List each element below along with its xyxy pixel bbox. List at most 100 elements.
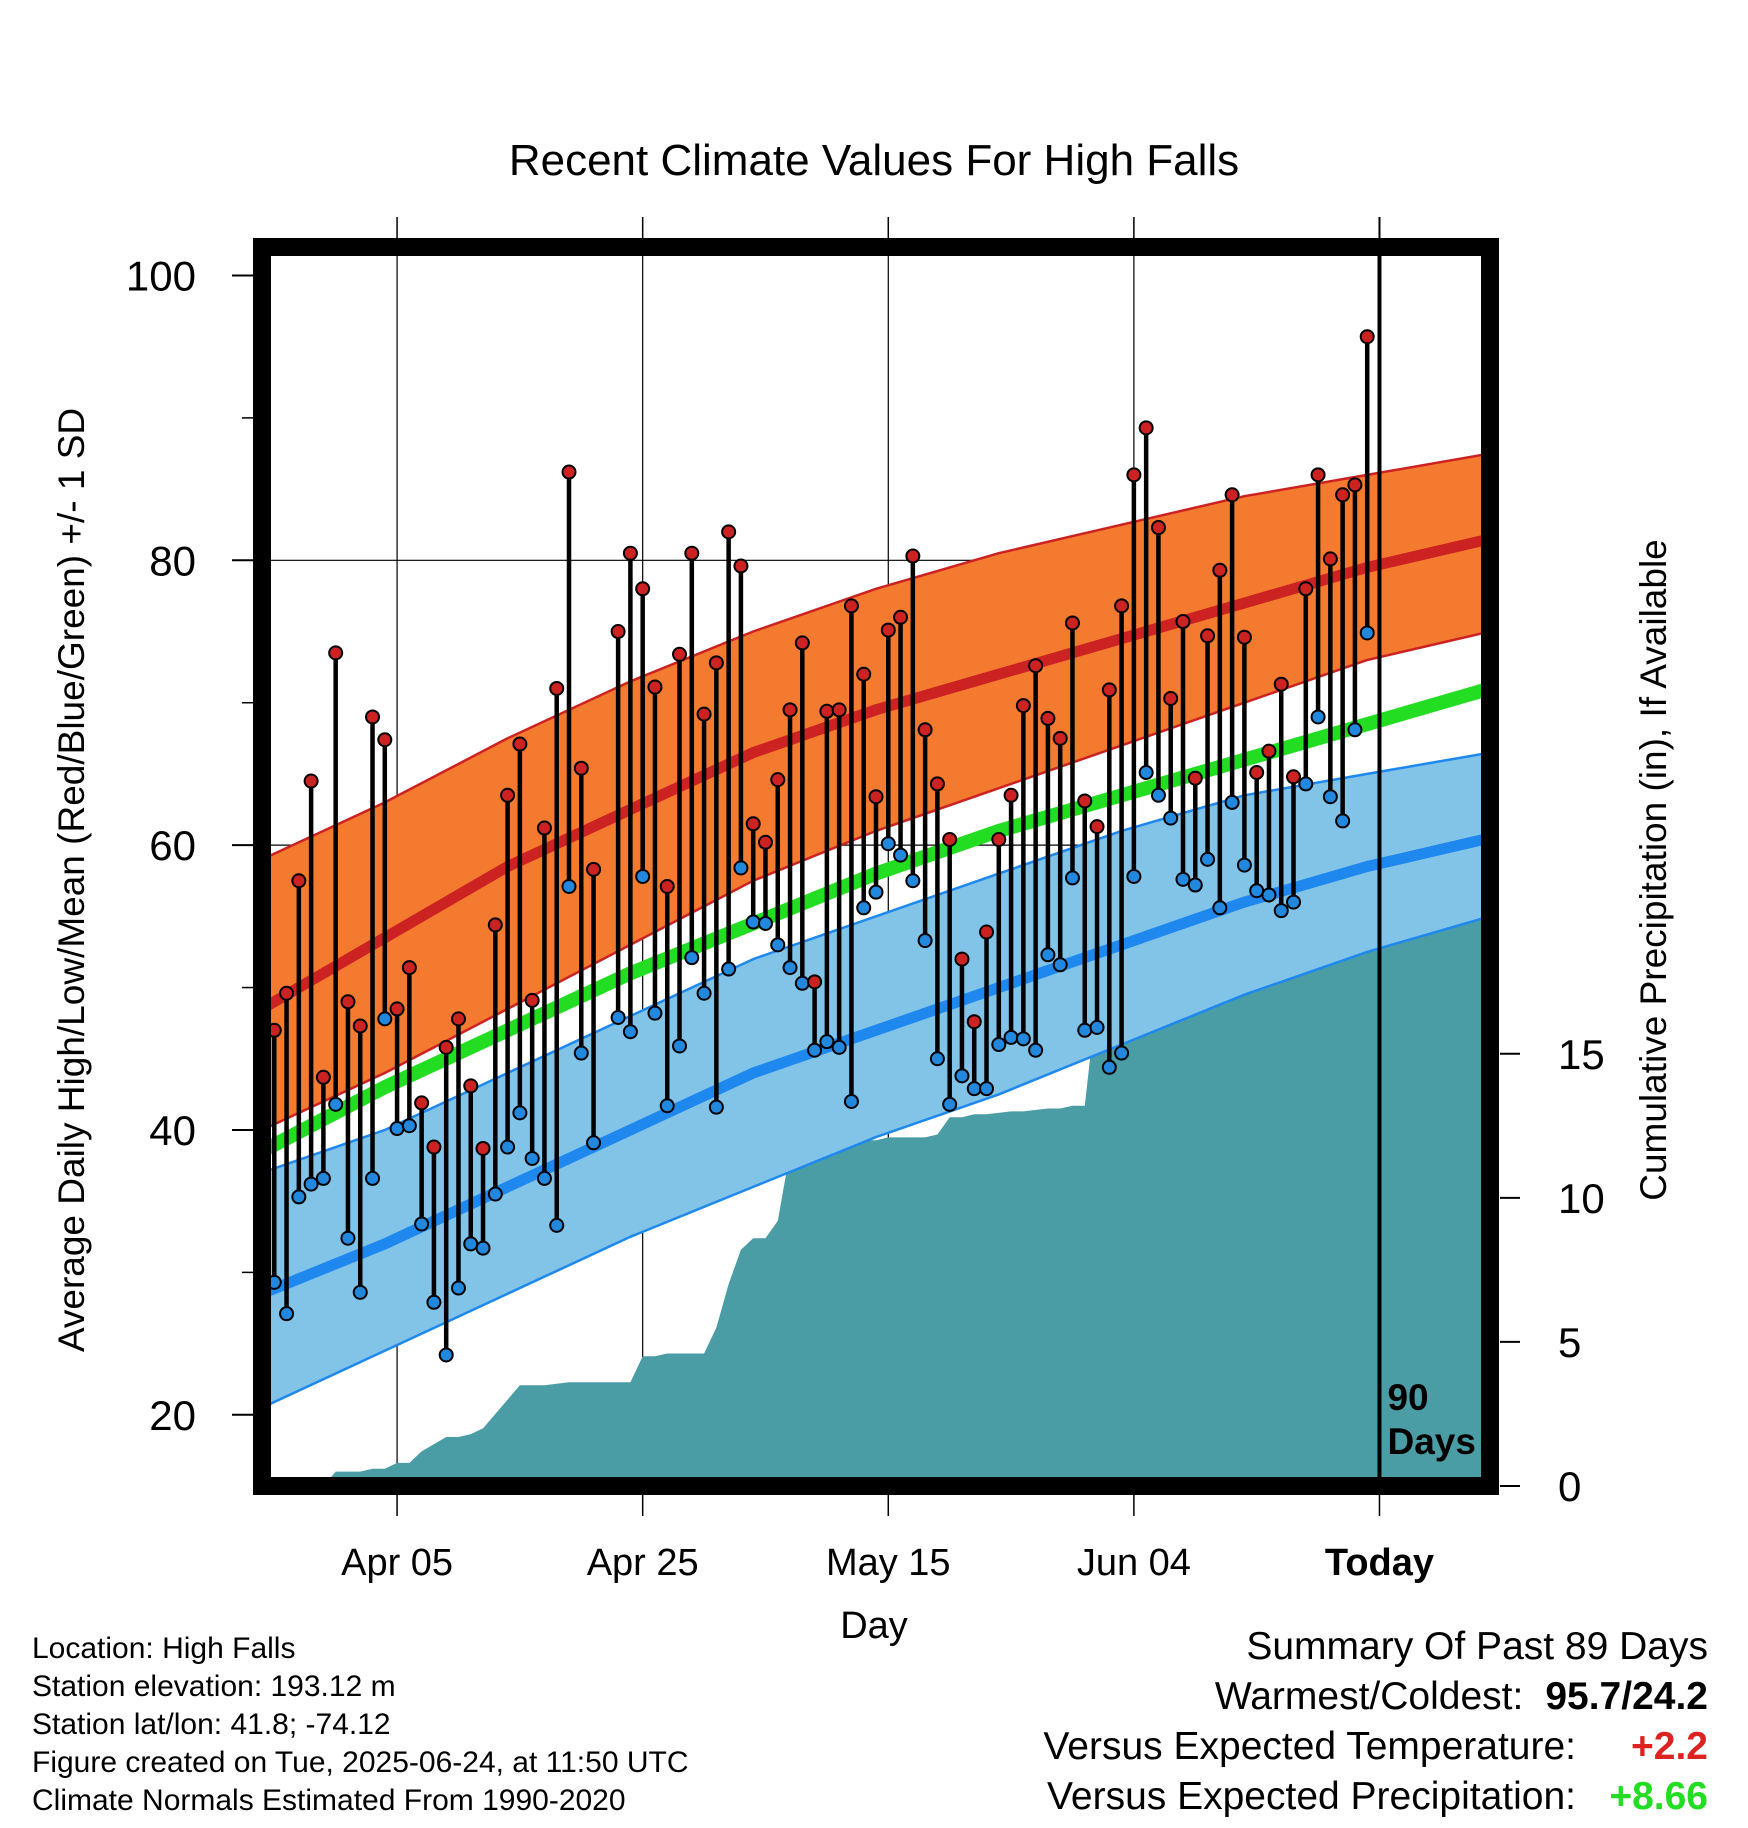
chart-title: Recent Climate Values For High Falls [509,136,1239,185]
daily-high-point [770,772,786,788]
daily-high-point [1212,562,1228,578]
daily-low-point [893,847,909,863]
daily-high-point [573,760,589,776]
daily-high-point [1322,551,1338,567]
daily-low-point [672,1038,688,1054]
daily-high-point [279,985,295,1001]
daily-high-point [536,820,552,836]
daily-low-point [966,1081,982,1097]
daily-high-point [1028,658,1044,674]
daily-low-point [487,1186,503,1202]
y2-tick-label: 15 [1558,1031,1605,1078]
x-tick-label: Jun 04 [1077,1542,1191,1584]
daily-high-point [979,924,995,940]
daily-high-point [1015,698,1031,714]
y-tick-label: 80 [149,537,196,584]
daily-high-point [954,951,970,967]
daily-low-point [745,914,761,930]
daily-high-point [610,624,626,640]
daily-high-point [757,834,773,850]
daily-high-point [401,960,417,976]
daily-low-point [1286,894,1302,910]
daily-high-point [794,635,810,651]
warm-cold-label: Warmest/Coldest: [1214,1675,1524,1718]
daily-high-point [843,598,859,614]
daily-low-point [1200,851,1216,867]
daily-high-point [1273,676,1289,692]
daily-high-point [1236,629,1252,645]
daily-low-point [1359,625,1375,641]
daily-high-point [1138,420,1154,436]
daily-high-point [1286,769,1302,785]
precip-area [268,912,1490,1486]
daily-low-point [500,1139,516,1155]
daily-low-point [610,1009,626,1025]
x-tick-label: Apr 25 [587,1542,699,1584]
daily-low-point [1298,776,1314,792]
daily-low-point [622,1024,638,1040]
daily-high-point [1052,730,1068,746]
daily-high-point [917,722,933,738]
daily-high-point [942,831,958,847]
y-tick-label: 100 [126,252,196,299]
daily-high-point [512,736,528,752]
daily-high-point [586,861,602,877]
daily-low-point [1150,787,1166,803]
daily-high-point [463,1078,479,1094]
daily-high-point [1089,819,1105,835]
daily-high-point [1040,710,1056,726]
daily-low-point [340,1230,356,1246]
daily-low-point [1003,1029,1019,1045]
daily-high-point [365,709,381,725]
created-text: Figure created on Tue, 2025-06-24, at 11… [32,1746,689,1779]
daily-low-point [721,961,737,977]
daily-low-point [1224,794,1240,810]
daily-low-point [1028,1042,1044,1058]
daily-low-point [463,1236,479,1252]
today-days-label: 90 [1387,1377,1428,1418]
daily-high-point [856,666,872,682]
daily-high-point [745,816,761,832]
daily-low-point [696,985,712,1001]
daily-low-point [303,1176,319,1192]
daily-high-point [1359,329,1375,345]
daily-low-point [450,1280,466,1296]
daily-low-point [807,1042,823,1058]
y2-axis-label: Cumulative Precipitation (in), If Availa… [1633,539,1674,1201]
daily-high-point [475,1140,491,1156]
daily-low-point [819,1034,835,1050]
plot-frame [253,238,1499,1495]
daily-high-point [414,1095,430,1111]
daily-high-point [672,646,688,662]
daily-high-point [1310,467,1326,483]
daily-high-point [1335,487,1351,503]
daily-low-point [1212,900,1228,916]
daily-low-point [1187,877,1203,893]
daily-low-point [1138,765,1154,781]
elevation-text: Station elevation: 193.12 m [32,1670,396,1703]
daily-high-point [893,609,909,625]
daily-high-point [684,545,700,561]
daily-high-point [659,878,675,894]
daily-low-point [684,950,700,966]
daily-low-point [475,1240,491,1256]
daily-low-point [1335,813,1351,829]
precip-anomaly-value: +8.66 [1609,1775,1708,1818]
daily-low-point [1273,903,1289,919]
daily-low-point [1077,1022,1093,1038]
daily-low-point [377,1011,393,1027]
daily-high-point [500,787,516,803]
daily-low-point [1175,871,1191,887]
daily-high-point [1126,467,1142,483]
daily-high-point [880,622,896,638]
today-days-label: Days [1387,1421,1475,1462]
daily-low-point [315,1170,331,1186]
daily-low-point [856,900,872,916]
y-tick-label: 60 [149,822,196,869]
daily-high-point [340,994,356,1010]
daily-high-point [389,1001,405,1017]
daily-high-point [647,679,663,695]
daily-high-point [549,680,565,696]
daily-low-point [1015,1031,1031,1047]
